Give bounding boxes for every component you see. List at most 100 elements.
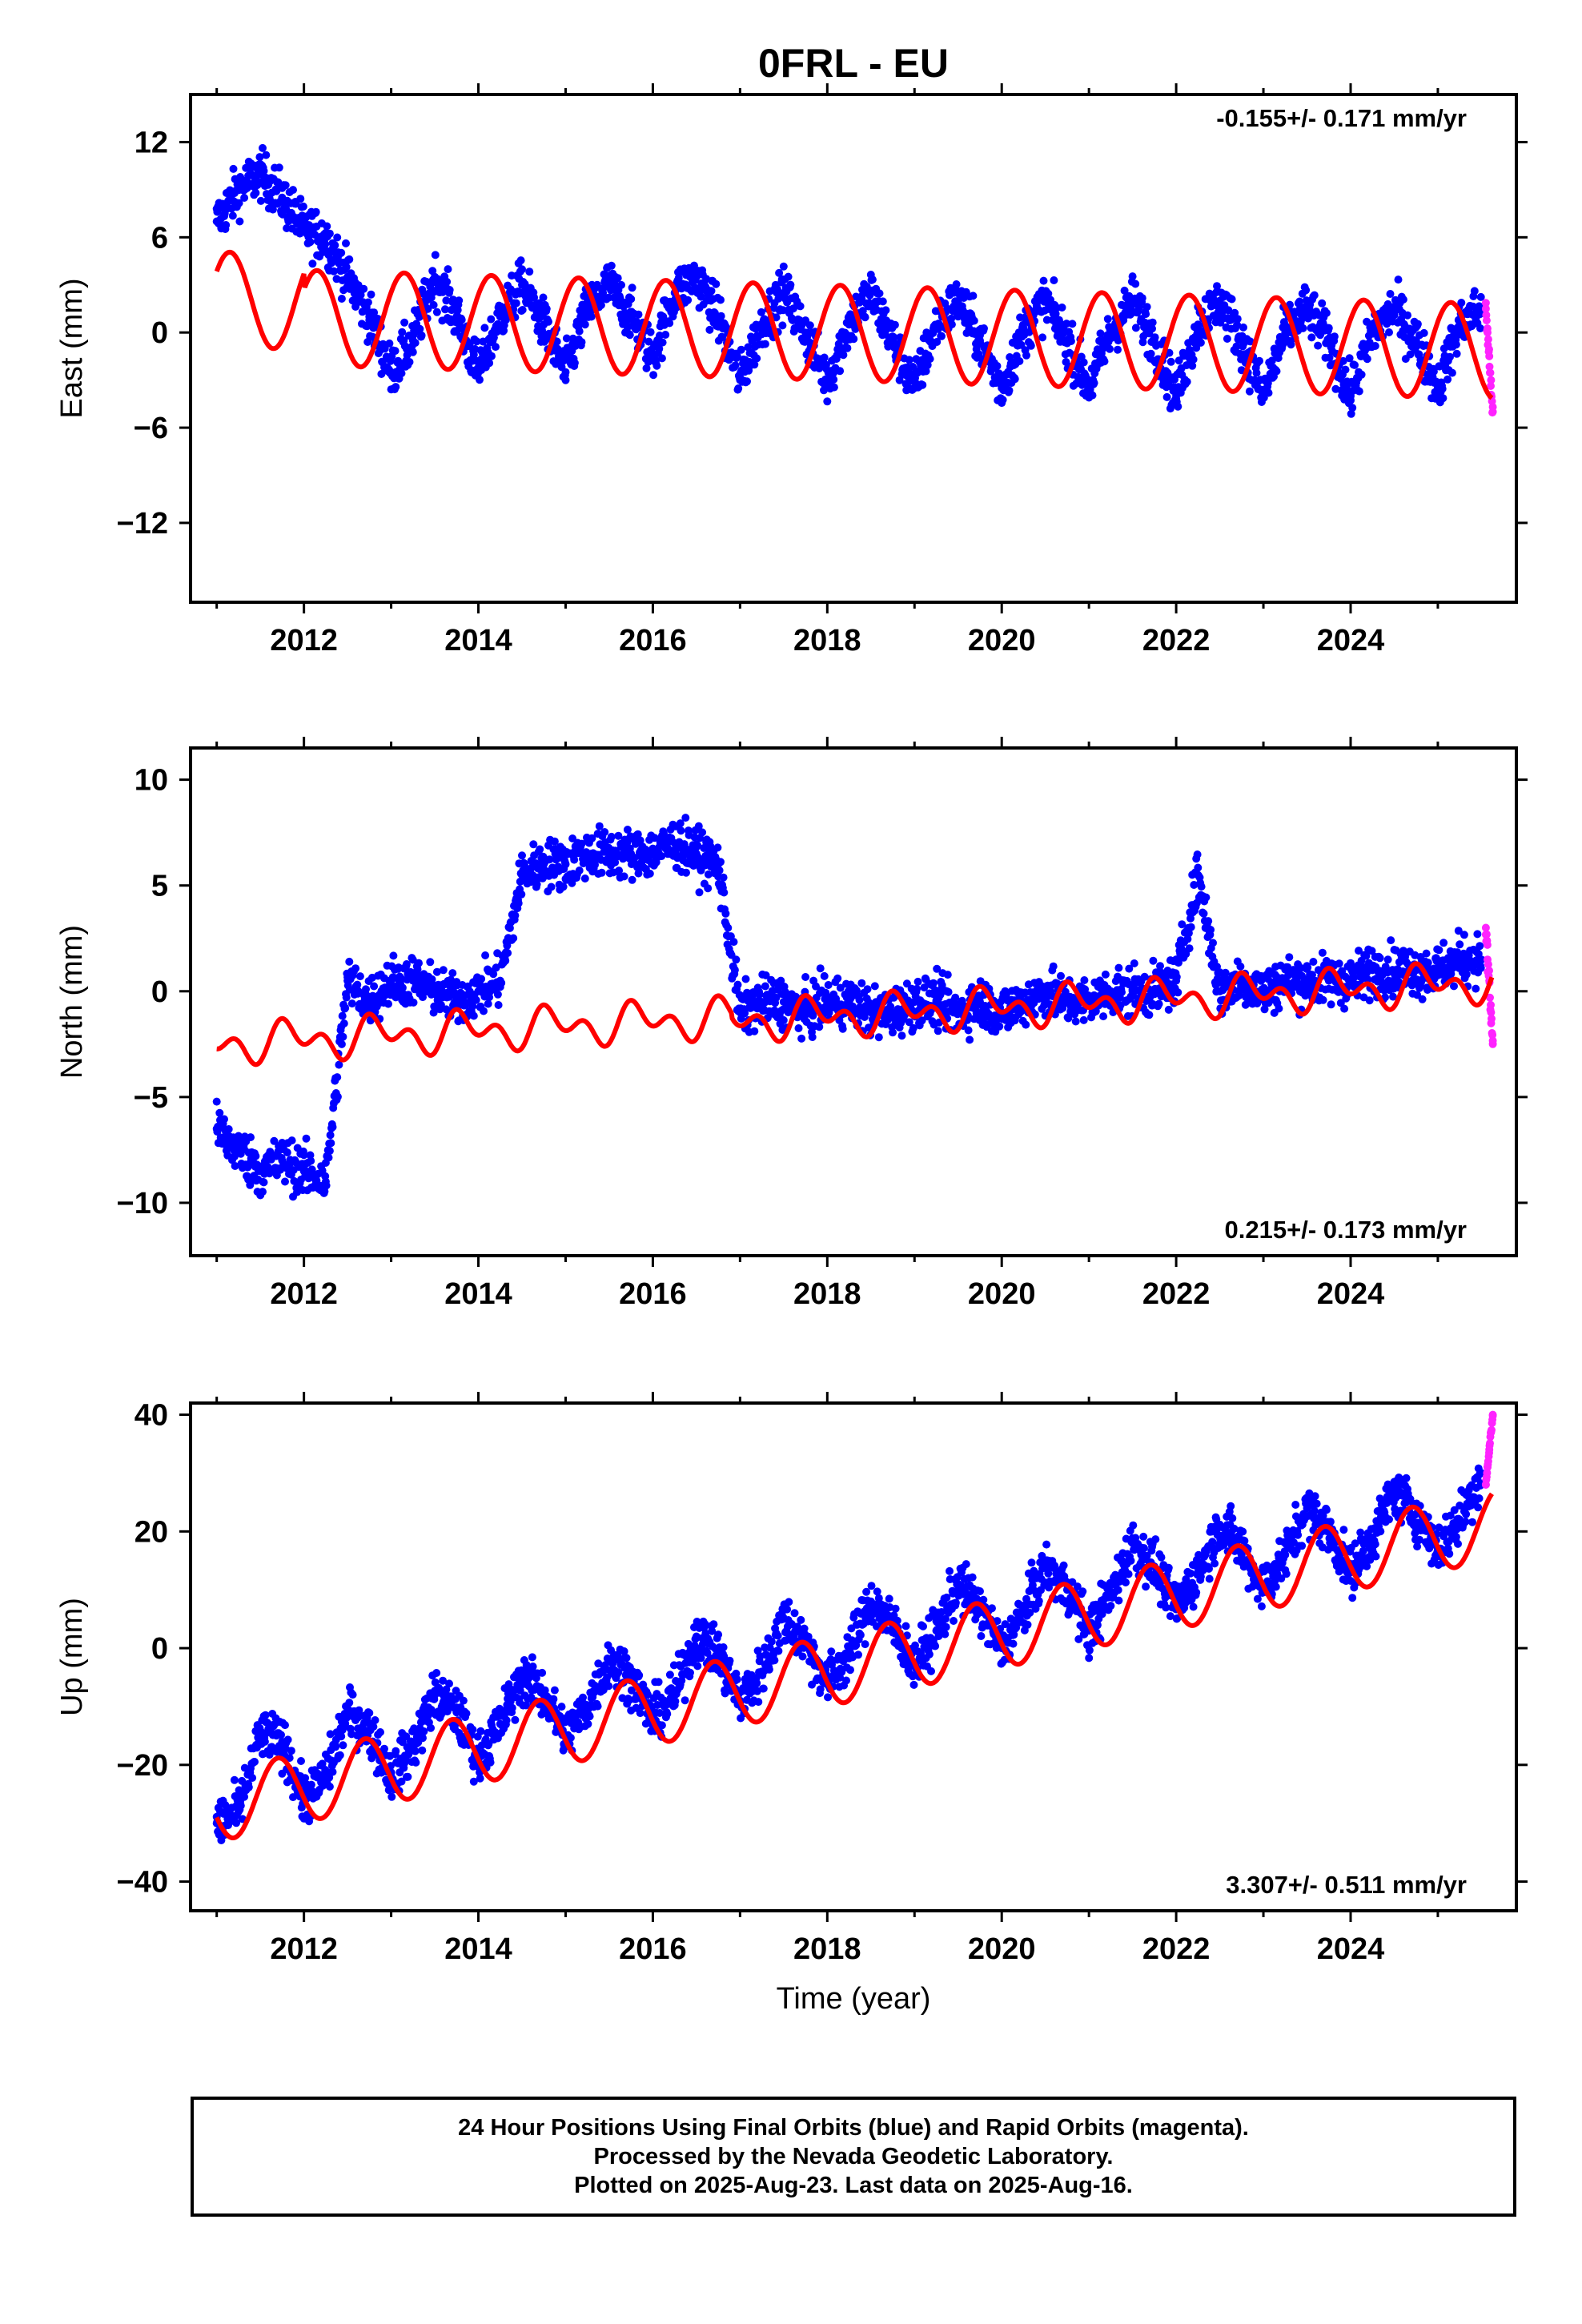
final-orbit-point	[809, 1011, 817, 1020]
final-orbit-point	[1090, 379, 1098, 388]
final-orbit-point	[306, 238, 315, 247]
final-orbit-point	[416, 324, 424, 333]
final-orbit-point	[836, 367, 845, 376]
final-orbit-point	[398, 328, 407, 336]
final-orbit-point	[402, 960, 411, 968]
final-orbit-point	[342, 993, 351, 1002]
final-orbit-point	[993, 362, 1002, 370]
final-orbit-point	[625, 844, 634, 853]
final-orbit-point	[1318, 948, 1327, 957]
final-orbit-point	[259, 1188, 267, 1196]
final-orbit-point	[1303, 963, 1312, 972]
final-orbit-point	[428, 267, 437, 275]
x-tick-label: 2014	[444, 624, 512, 657]
final-orbit-point	[693, 841, 702, 850]
final-orbit-point	[926, 355, 934, 364]
final-orbit-point	[409, 998, 418, 1007]
final-orbit-point	[1355, 387, 1363, 396]
final-orbit-point	[325, 1147, 334, 1156]
final-orbit-point	[1145, 1011, 1154, 1019]
rapid-orbit-point	[1485, 362, 1494, 371]
data-layer	[212, 814, 1497, 1201]
final-orbit-point	[299, 202, 307, 211]
final-orbit-point	[655, 344, 664, 353]
final-orbit-point	[855, 995, 864, 1004]
final-orbit-point	[617, 280, 625, 289]
final-orbit-point	[230, 1775, 239, 1784]
final-orbit-point	[1131, 324, 1140, 332]
final-orbit-point	[1285, 953, 1294, 962]
final-orbit-point	[251, 188, 260, 197]
final-orbit-point	[1399, 296, 1407, 304]
final-orbit-point	[560, 865, 568, 873]
final-orbit-point	[1236, 962, 1245, 971]
final-orbit-point	[326, 1131, 335, 1140]
final-orbit-point	[560, 858, 569, 866]
final-orbit-point	[717, 296, 725, 304]
final-orbit-point	[779, 262, 788, 271]
final-orbit-point	[1057, 971, 1065, 980]
final-orbit-point	[353, 980, 362, 989]
final-orbit-point	[1327, 1000, 1335, 1009]
final-orbit-point	[235, 217, 244, 226]
final-orbit-point	[1335, 959, 1343, 968]
final-orbit-point	[1197, 883, 1206, 891]
final-orbit-point	[1474, 950, 1483, 959]
final-orbit-point	[1472, 984, 1480, 993]
final-orbit-point	[1363, 975, 1372, 984]
final-orbit-point	[1232, 342, 1241, 351]
final-orbit-point	[1120, 286, 1129, 295]
final-orbit-point	[1148, 324, 1156, 333]
x-tick-label: 2024	[1317, 624, 1385, 657]
final-orbit-point	[260, 1737, 269, 1746]
final-orbit-point	[1188, 361, 1197, 370]
final-orbit-point	[698, 828, 707, 837]
final-orbit-point	[1227, 295, 1236, 304]
final-orbit-point	[472, 337, 481, 346]
final-orbit-point	[659, 312, 668, 321]
final-orbit-point	[863, 985, 872, 994]
final-orbit-point	[256, 196, 265, 205]
rapid-orbit-point	[1488, 1036, 1497, 1045]
final-orbit-point	[236, 1801, 245, 1810]
final-orbit-point	[620, 872, 628, 881]
final-orbit-point	[339, 1019, 348, 1027]
final-orbit-point	[580, 320, 589, 329]
final-orbit-point	[933, 338, 942, 346]
final-orbit-point	[718, 333, 727, 342]
final-orbit-point	[1330, 332, 1339, 341]
final-orbit-point	[489, 970, 498, 979]
final-orbit-point	[1233, 320, 1242, 329]
final-orbit-point	[443, 277, 452, 286]
final-orbit-point	[816, 964, 825, 973]
final-orbit-point	[509, 934, 518, 943]
final-orbit-point	[229, 164, 238, 173]
final-orbit-point	[1178, 920, 1186, 929]
final-orbit-point	[808, 1033, 817, 1041]
final-orbit-point	[1476, 310, 1484, 319]
final-orbit-point	[1185, 944, 1194, 953]
final-orbit-point	[228, 211, 237, 220]
final-orbit-point	[341, 1003, 350, 1012]
final-orbit-point	[630, 854, 639, 862]
final-orbit-point	[797, 1034, 806, 1043]
final-orbit-point	[777, 976, 785, 985]
final-orbit-point	[1071, 1017, 1080, 1026]
final-orbit-point	[995, 1022, 1004, 1031]
final-orbit-point	[415, 959, 423, 967]
x-tick-label: 2014	[444, 1277, 512, 1311]
rapid-orbit-point	[1485, 345, 1493, 354]
final-orbit-point	[595, 822, 604, 830]
final-orbit-point	[733, 980, 742, 989]
final-orbit-point	[224, 1125, 233, 1133]
final-orbit-point	[1174, 402, 1182, 411]
final-orbit-point	[547, 883, 556, 891]
final-orbit-point	[391, 347, 400, 356]
final-orbit-point	[1196, 338, 1205, 347]
final-orbit-point	[287, 1136, 296, 1145]
final-orbit-point	[338, 1011, 347, 1020]
final-orbit-point	[424, 304, 432, 313]
final-orbit-point	[820, 353, 829, 362]
final-orbit-point	[1319, 995, 1327, 1004]
final-orbit-point	[575, 327, 584, 336]
